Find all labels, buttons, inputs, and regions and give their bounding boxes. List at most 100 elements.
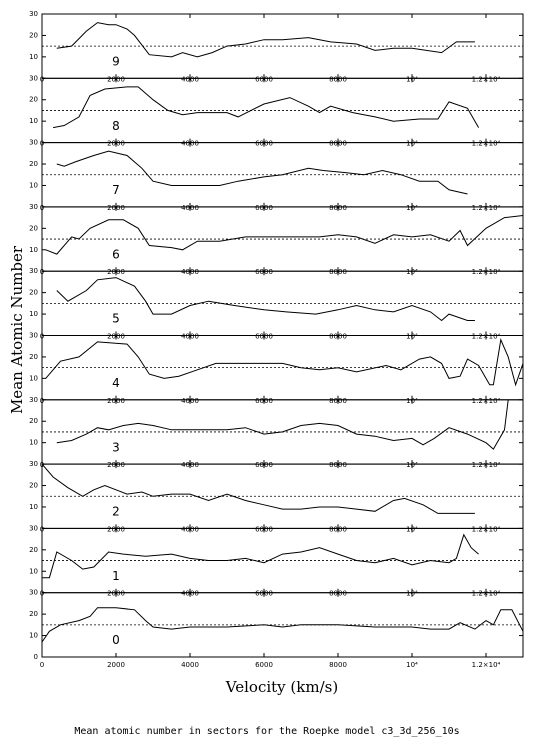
x-tick-label: 10⁴ (406, 140, 418, 148)
x-tick-label: 1.2×10⁴ (472, 397, 501, 405)
y-tick-label: 30 (29, 139, 38, 147)
y-tick-label: 30 (29, 460, 38, 468)
x-tick-label: 8000 (329, 140, 347, 148)
y-tick-label: 10 (29, 310, 38, 318)
data-line (56, 277, 475, 322)
x-tick-label: 0 (40, 333, 44, 341)
x-tick-label: 0 (40, 140, 44, 148)
data-line (53, 86, 480, 129)
x-tick-label: 1.2×10⁴ (472, 75, 501, 83)
x-tick-label: 8000 (329, 590, 347, 598)
x-tick-label: 0 (40, 590, 44, 598)
x-tick-label: 1.2×10⁴ (472, 333, 501, 341)
x-tick-label: 10⁴ (406, 333, 418, 341)
y-tick-label: 30 (29, 74, 38, 82)
x-tick-label: 8000 (329, 268, 347, 276)
y-tick-label: 30 (29, 589, 38, 597)
x-tick-label: 2000 (107, 140, 125, 148)
y-tick-label: 20 (29, 417, 38, 425)
y-tick-label: 10 (29, 246, 38, 254)
y-tick-label: 20 (29, 353, 38, 361)
x-tick-label: 4000 (181, 661, 199, 669)
y-tick-label: 20 (29, 224, 38, 232)
panel-label: 9 (112, 55, 120, 69)
panel-label: 5 (112, 312, 120, 326)
y-tick-label: 30 (29, 10, 38, 18)
x-tick-label: 8000 (329, 75, 347, 83)
x-tick-label: 2000 (107, 75, 125, 83)
x-tick-label: 2000 (107, 397, 125, 405)
data-line (56, 399, 509, 450)
x-tick-label: 10⁴ (406, 75, 418, 83)
x-tick-label: 6000 (255, 268, 273, 276)
y-tick-label: 20 (29, 546, 38, 554)
y-tick-label: 10 (29, 117, 38, 125)
x-tick-label: 8000 (329, 661, 347, 669)
x-tick-label: 6000 (255, 75, 273, 83)
x-tick-label: 2000 (107, 333, 125, 341)
x-tick-label: 4000 (181, 268, 199, 276)
y-tick-label: 20 (29, 289, 38, 297)
panel-label: 8 (112, 119, 120, 133)
x-tick-label: 1.2×10⁴ (472, 204, 501, 212)
x-tick-label: 6000 (255, 204, 273, 212)
data-line (42, 533, 479, 579)
data-line (56, 150, 468, 195)
x-tick-label: 8000 (329, 204, 347, 212)
y-tick-label: 10 (29, 439, 38, 447)
x-tick-label: 2000 (107, 268, 125, 276)
x-tick-label: 10⁴ (406, 204, 418, 212)
x-tick-label: 4000 (181, 204, 199, 212)
panel-label: 2 (112, 505, 120, 519)
x-tick-label: 6000 (255, 525, 273, 533)
panel-label: 7 (112, 183, 120, 197)
caption: Mean atomic number in sectors for the Ro… (74, 726, 459, 737)
y-tick-label: 10 (29, 53, 38, 61)
data-line (45, 215, 524, 255)
x-tick-label: 4000 (181, 590, 199, 598)
panel-label: 6 (112, 247, 120, 261)
y-tick-label: 20 (29, 160, 38, 168)
x-tick-label: 0 (40, 75, 44, 83)
x-tick-label: 4000 (181, 75, 199, 83)
x-axis-title: Velocity (km/s) (225, 678, 338, 696)
x-tick-label: 0 (40, 461, 44, 469)
x-tick-label: 10⁴ (406, 397, 418, 405)
x-tick-label: 4000 (181, 333, 199, 341)
y-tick-label: 30 (29, 267, 38, 275)
x-tick-label: 6000 (255, 661, 273, 669)
x-tick-label: 0 (40, 204, 44, 212)
y-tick-label: 0 (34, 653, 38, 661)
x-tick-label: 8000 (329, 397, 347, 405)
x-tick-label: 2000 (107, 590, 125, 598)
x-tick-label: 1.2×10⁴ (472, 525, 501, 533)
x-tick-label: 6000 (255, 140, 273, 148)
x-tick-label: 4000 (181, 525, 199, 533)
data-line (41, 463, 475, 514)
y-tick-label: 20 (29, 31, 38, 39)
x-tick-label: 6000 (255, 397, 273, 405)
x-tick-label: 10⁴ (406, 525, 418, 533)
y-tick-label: 10 (29, 632, 38, 640)
x-tick-label: 10⁴ (406, 268, 418, 276)
x-tick-label: 8000 (329, 525, 347, 533)
y-tick-label: 30 (29, 396, 38, 404)
x-tick-label: 1.2×10⁴ (472, 461, 501, 469)
y-tick-label: 10 (29, 567, 38, 575)
panel-label: 3 (112, 440, 120, 454)
x-tick-label: 6000 (255, 461, 273, 469)
x-tick-label: 2000 (107, 204, 125, 212)
x-tick-label: 4000 (181, 461, 199, 469)
x-tick-label: 10⁴ (406, 661, 418, 669)
y-tick-label: 10 (29, 503, 38, 511)
x-tick-label: 8000 (329, 333, 347, 341)
x-tick-label: 0 (40, 661, 44, 669)
panel-label: 4 (112, 376, 120, 390)
y-tick-label: 20 (29, 610, 38, 618)
x-tick-label: 1.2×10⁴ (472, 140, 501, 148)
x-tick-label: 1.2×10⁴ (472, 590, 501, 598)
x-tick-label: 8000 (329, 461, 347, 469)
y-tick-label: 30 (29, 332, 38, 340)
